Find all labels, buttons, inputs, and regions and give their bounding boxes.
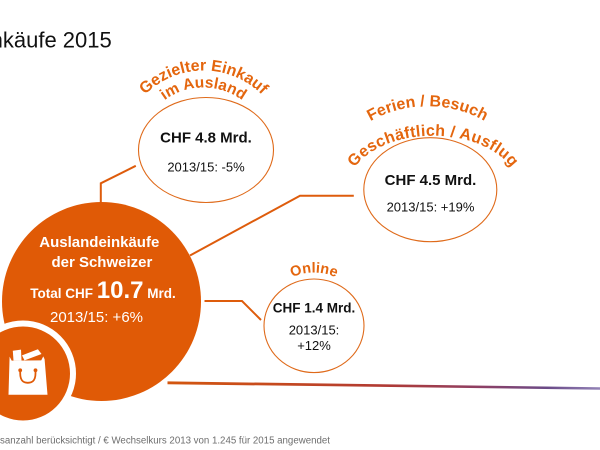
svg-text:CHF 4.5 Mrd.: CHF 4.5 Mrd. <box>385 172 477 189</box>
svg-text:2013/15: +19%: 2013/15: +19% <box>387 199 475 214</box>
svg-text:2013/15:: 2013/15: <box>289 323 340 338</box>
svg-text:+12%: +12% <box>297 338 331 353</box>
svg-text:Online: Online <box>288 260 340 280</box>
svg-text:sanzahl berücksichtigt / € Wec: sanzahl berücksichtigt / € Wechselkurs 2… <box>0 436 330 447</box>
svg-text:Auslandeinkäufe: Auslandeinkäufe <box>39 234 159 251</box>
svg-text:Total CHF 10.7 Mrd.: Total CHF 10.7 Mrd. <box>30 277 175 304</box>
svg-text:CHF 4.8 Mrd.: CHF 4.8 Mrd. <box>160 130 252 147</box>
svg-text:2013/15: +6%: 2013/15: +6% <box>50 309 143 326</box>
svg-text:Ferien / Besuch: Ferien / Besuch <box>364 93 490 125</box>
svg-text:CHF 1.4 Mrd.: CHF 1.4 Mrd. <box>273 301 356 316</box>
svg-text:2013/15: -5%: 2013/15: -5% <box>167 159 245 174</box>
svg-text:Auslandeinkäufe 2015: Auslandeinkäufe 2015 <box>0 28 112 53</box>
svg-text:der Schweizer: der Schweizer <box>51 254 152 271</box>
